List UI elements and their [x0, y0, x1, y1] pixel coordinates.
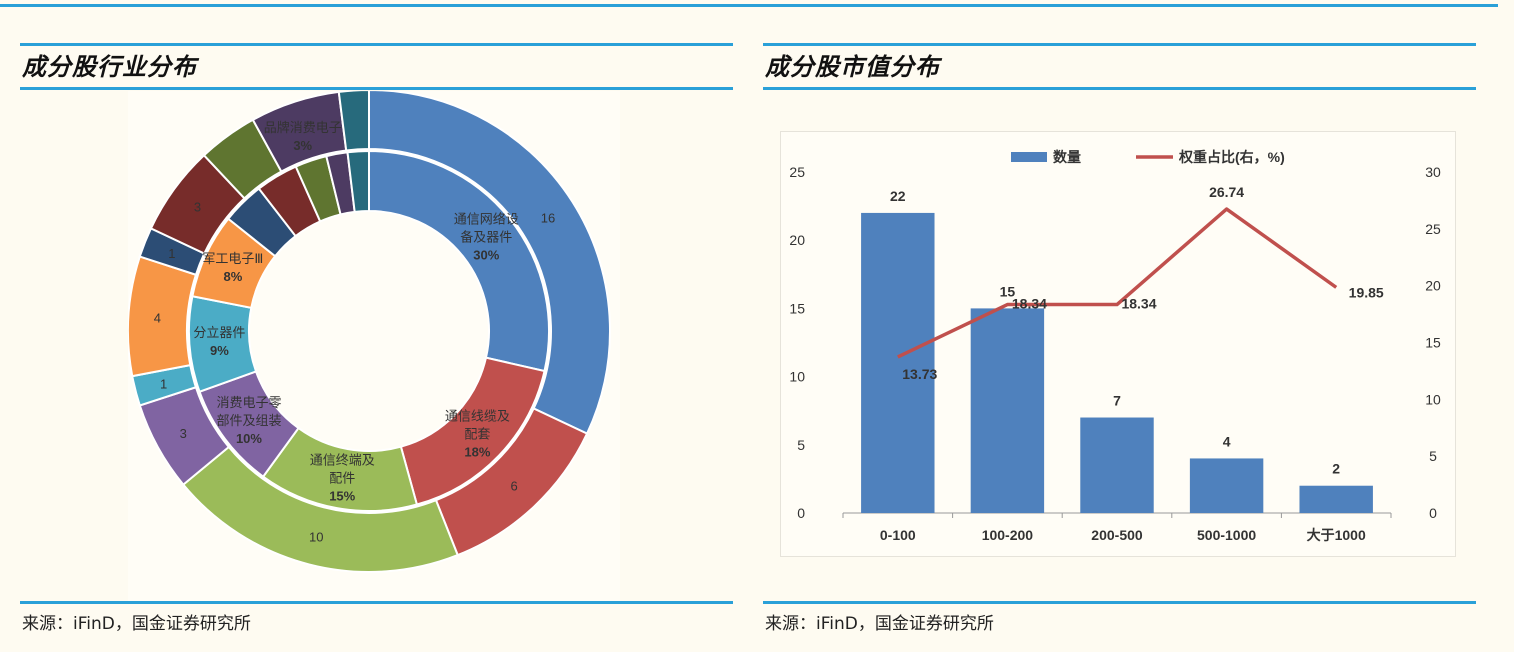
- outer-ring-label: 10: [309, 529, 323, 544]
- y-right-tick-label: 0: [1429, 505, 1437, 521]
- donut-chart: 16 6 10 3 1 4 1 3 通信网络设备及器件 30% 通信线缆及配套 18% 通信终端及配件 1…: [127, 88, 611, 573]
- outer-ring-label: 4: [154, 311, 161, 326]
- outer-ring-label: 1: [168, 246, 175, 261]
- weight-line: [897, 207, 1338, 359]
- bar: [1299, 485, 1373, 513]
- header-rule: [0, 4, 1498, 7]
- bar-chart-area: 0 5 10 15 20 25 0 5 10 15 20 25 30 22 0-100 15 100-200 7 2…: [780, 131, 1456, 557]
- panel-rule-bottom: [763, 601, 1476, 604]
- industry-panel: 成分股行业分布 16 6 10 3 1 4 1 3 通信网络设备及器件 30% 通信线缆及配套 18%…: [20, 43, 733, 635]
- bar-line-chart: 0 5 10 15 20 25 0 5 10 15 20 25 30 22 0-100 15 100-200 7 2…: [789, 149, 1441, 543]
- source-note: 来源：iFinD，国金证券研究所: [765, 614, 994, 634]
- y-left-tick-label: 15: [789, 300, 805, 316]
- inner-ring-slice: [346, 149, 370, 213]
- y-right-tick-label: 30: [1425, 164, 1441, 180]
- y-right-tick-label: 20: [1425, 278, 1441, 294]
- line-value-label: 18.34: [1121, 296, 1156, 312]
- panel-rule-top: [763, 43, 1476, 46]
- donut-chart-area: 16 6 10 3 1 4 1 3 通信网络设备及器件 30% 通信线缆及配套 18% 通信终端及配件 1…: [127, 88, 620, 601]
- y-left-tick-label: 25: [789, 164, 805, 180]
- inner-ring-label: 品牌消费电子 3%: [264, 120, 342, 153]
- outer-ring-slice: [127, 255, 198, 378]
- inner-ring-label: 消费电子零部件及组装 10%: [216, 395, 281, 446]
- y-right-tick-label: 10: [1425, 391, 1441, 407]
- panel-title: 成分股行业分布: [22, 52, 197, 81]
- panel-rule-bottom: [20, 601, 733, 604]
- y-left-tick-label: 20: [789, 232, 805, 248]
- panel-title: 成分股市值分布: [765, 52, 940, 81]
- x-tick-label: 大于1000: [1307, 527, 1366, 543]
- bar-value-label: 7: [1113, 393, 1121, 409]
- panel-rule-mid: [763, 87, 1476, 90]
- bar: [1080, 417, 1154, 513]
- legend: 数量 权重占比(右，%): [1011, 149, 1285, 165]
- x-tick-label: 500-1000: [1197, 527, 1256, 543]
- legend-label: 数量: [1053, 149, 1081, 165]
- outer-ring-label: 3: [194, 199, 201, 214]
- inner-ring-label: 分立器件 9%: [193, 325, 245, 358]
- x-tick-label: 0-100: [880, 527, 916, 543]
- inner-ring-label: 通信终端及配件 15%: [310, 453, 375, 504]
- market-cap-panel: 成分股市值分布 0 5 10 15 20 25 0 5 10 15 20 25 30 22 0-100 15 1…: [763, 43, 1476, 635]
- x-tick-label: 200-500: [1091, 527, 1143, 543]
- bar-value-label: 15: [1000, 283, 1016, 299]
- outer-ring-label: 16: [541, 210, 555, 225]
- inner-ring-label: 通信线缆及配套 18%: [445, 409, 510, 460]
- outer-ring-label: 1: [160, 377, 167, 392]
- bar: [970, 308, 1045, 513]
- y-right-tick-label: 15: [1425, 335, 1441, 351]
- inner-ring-label: 通信网络设备及器件 30%: [454, 211, 519, 262]
- panel-rule-mid: [20, 87, 733, 90]
- panel-rule-top: [20, 43, 733, 46]
- inner-ring-label: 军工电子Ⅲ 8%: [202, 251, 263, 284]
- outer-ring-label: 3: [180, 426, 187, 441]
- line-value-label: 13.73: [902, 366, 937, 382]
- bar: [1189, 458, 1264, 513]
- line-value-label: 26.74: [1209, 184, 1244, 200]
- bar-value-label: 2: [1332, 461, 1340, 477]
- legend-label: 权重占比(右，%): [1178, 149, 1285, 165]
- source-note: 来源：iFinD，国金证券研究所: [22, 614, 251, 634]
- outer-ring-slice: [337, 88, 370, 152]
- bar-value-label: 4: [1223, 433, 1231, 449]
- line-value-label: 18.34: [1012, 296, 1047, 312]
- bar: [861, 212, 935, 514]
- outer-ring-slice: [368, 88, 611, 435]
- y-right-tick-label: 5: [1429, 448, 1437, 464]
- y-left-tick-label: 0: [797, 505, 805, 521]
- outer-ring-label: 6: [511, 479, 518, 494]
- x-tick-label: 100-200: [982, 527, 1034, 543]
- legend-swatch-bar: [1011, 152, 1047, 162]
- inner-ring-slice: [368, 149, 550, 373]
- bar-value-label: 22: [890, 188, 906, 204]
- y-left-tick-label: 10: [789, 369, 805, 385]
- y-right-tick-label: 25: [1425, 221, 1441, 237]
- y-left-tick-label: 5: [797, 437, 805, 453]
- line-value-label: 19.85: [1349, 284, 1384, 300]
